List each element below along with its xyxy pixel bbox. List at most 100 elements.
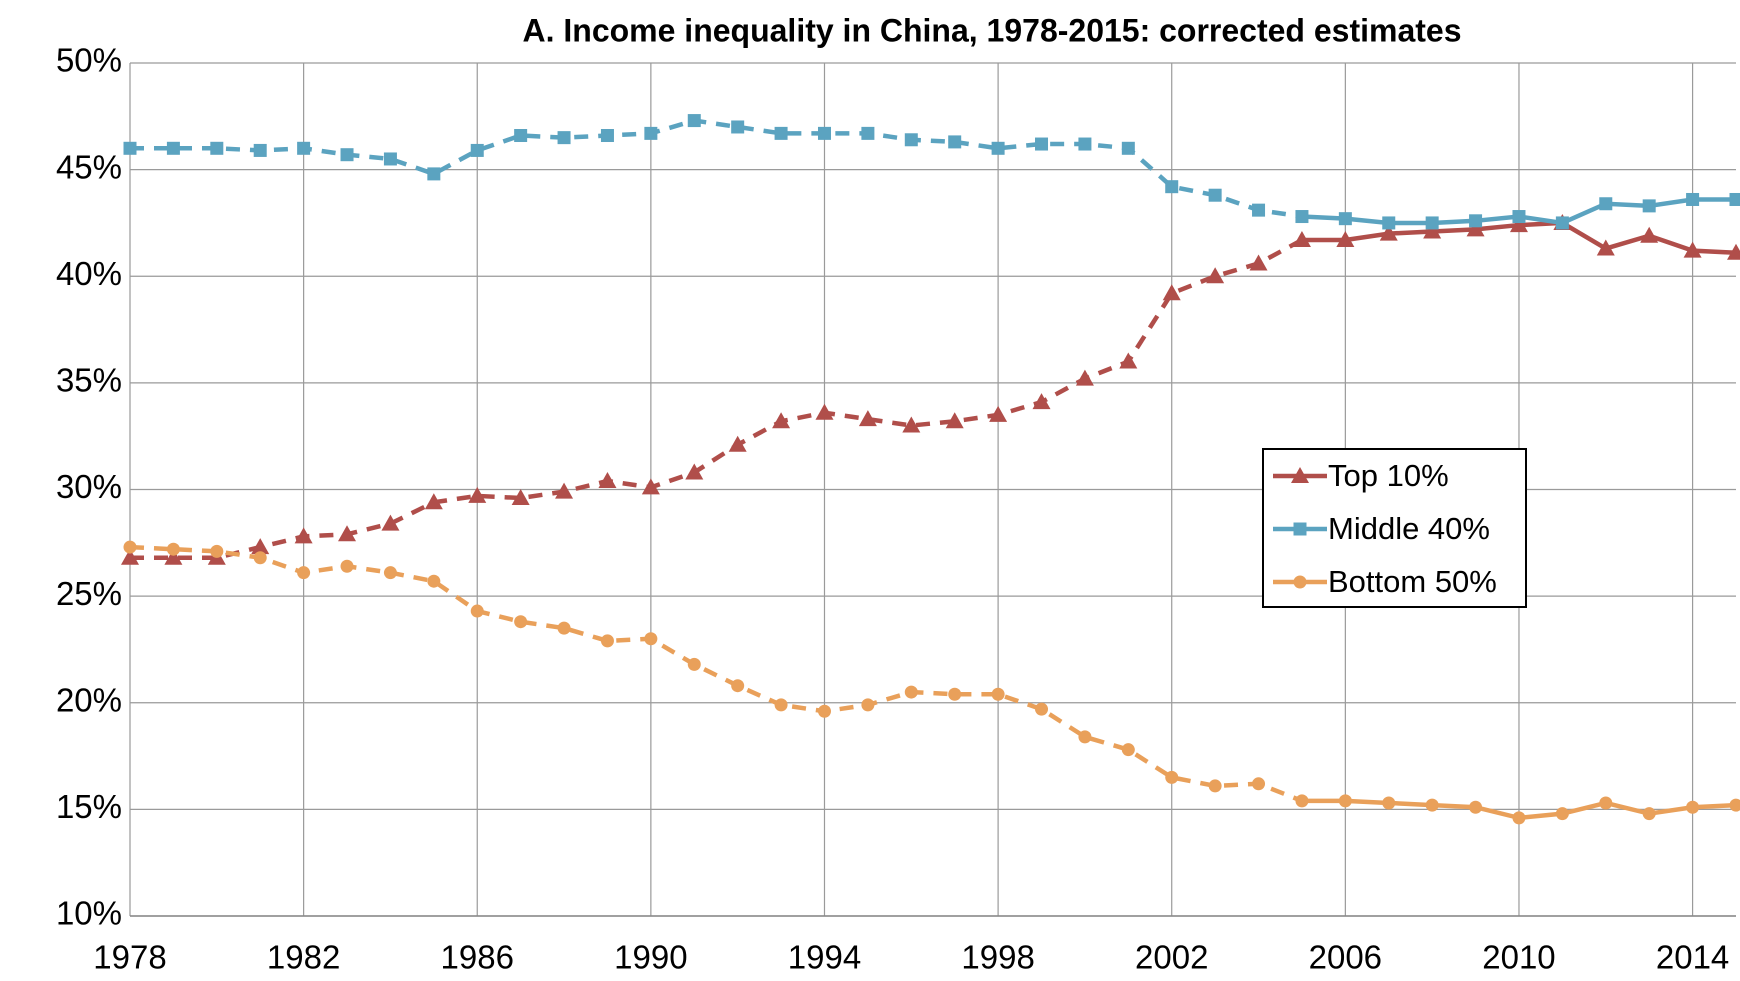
marker: [1035, 137, 1049, 151]
marker: [381, 514, 400, 531]
marker: [1032, 393, 1051, 410]
marker: [858, 410, 877, 427]
marker: [904, 685, 918, 699]
marker: [383, 152, 397, 166]
marker: [1035, 702, 1049, 716]
marker: [904, 133, 918, 147]
chart-title: A. Income inequality in China, 1978-2015…: [522, 12, 1461, 48]
marker: [253, 551, 267, 565]
legend-label: Middle 40%: [1328, 511, 1490, 546]
marker: [1379, 224, 1398, 241]
marker: [1686, 192, 1700, 206]
marker: [1686, 800, 1700, 814]
marker: [644, 632, 658, 646]
x-tick-label: 1998: [961, 939, 1034, 976]
marker: [470, 143, 484, 157]
marker: [1683, 241, 1702, 258]
marker: [728, 435, 747, 452]
marker: [1425, 798, 1439, 812]
marker: [1162, 284, 1181, 301]
marker: [1642, 807, 1656, 821]
x-tick-label: 1994: [788, 939, 861, 976]
series-line: [130, 238, 1304, 560]
marker: [514, 615, 528, 629]
y-tick-label: 45%: [56, 148, 122, 185]
marker: [600, 129, 614, 143]
marker: [1423, 222, 1442, 239]
marker: [1292, 230, 1311, 247]
marker: [1075, 369, 1094, 386]
y-tick-label: 50%: [56, 42, 122, 79]
marker: [297, 141, 311, 155]
legend-marker: [1291, 467, 1309, 483]
y-tick-label: 15%: [56, 788, 122, 825]
marker: [945, 412, 964, 429]
x-tick-label: 1982: [267, 939, 340, 976]
x-tick-label: 2006: [1309, 939, 1382, 976]
marker: [210, 141, 224, 155]
marker: [253, 143, 267, 157]
marker: [1469, 214, 1483, 228]
marker: [1466, 220, 1485, 237]
marker: [1208, 779, 1222, 793]
marker: [1596, 239, 1615, 256]
marker: [685, 463, 704, 480]
marker: [383, 566, 397, 580]
y-tick-label: 10%: [56, 895, 122, 932]
marker: [1121, 141, 1135, 155]
marker: [989, 405, 1008, 422]
marker: [774, 698, 788, 712]
marker: [123, 141, 137, 155]
marker: [1729, 798, 1740, 812]
marker: [251, 538, 270, 555]
series-line: [129, 544, 1303, 803]
marker: [557, 131, 571, 145]
marker: [1555, 216, 1569, 230]
marker: [815, 403, 834, 420]
legend-marker: [1293, 522, 1307, 536]
marker: [1336, 230, 1355, 247]
marker: [1078, 137, 1092, 151]
marker: [427, 574, 441, 588]
marker: [817, 126, 831, 140]
marker: [1555, 807, 1569, 821]
marker: [1206, 267, 1225, 284]
marker: [644, 126, 658, 140]
x-tick-label: 1986: [441, 939, 514, 976]
y-tick-label: 40%: [56, 255, 122, 292]
marker: [1640, 226, 1659, 243]
marker: [902, 416, 921, 433]
marker: [1599, 197, 1613, 211]
x-tick-label: 1990: [614, 939, 687, 976]
marker: [1512, 210, 1526, 224]
legend-marker: [1293, 575, 1307, 589]
marker: [1252, 203, 1266, 217]
marker: [1165, 180, 1179, 194]
marker: [340, 148, 354, 162]
marker: [511, 489, 530, 506]
marker: [1642, 199, 1656, 213]
marker: [861, 126, 875, 140]
y-tick-label: 35%: [56, 362, 122, 399]
marker: [731, 120, 745, 134]
marker: [1382, 216, 1396, 230]
marker: [123, 540, 137, 554]
marker: [166, 542, 180, 556]
x-tick-label: 1978: [93, 939, 166, 976]
marker: [1078, 730, 1092, 744]
series-line: [130, 118, 1303, 219]
marker: [687, 114, 701, 128]
marker: [600, 634, 614, 648]
marker: [1295, 794, 1309, 808]
marker: [1208, 188, 1222, 202]
marker: [1469, 800, 1483, 814]
marker: [424, 493, 443, 510]
marker: [294, 527, 313, 544]
marker: [948, 135, 962, 149]
marker: [338, 525, 357, 542]
marker: [1252, 777, 1266, 791]
marker: [1599, 796, 1613, 810]
marker: [1382, 796, 1396, 810]
legend-label: Top 10%: [1328, 458, 1449, 493]
